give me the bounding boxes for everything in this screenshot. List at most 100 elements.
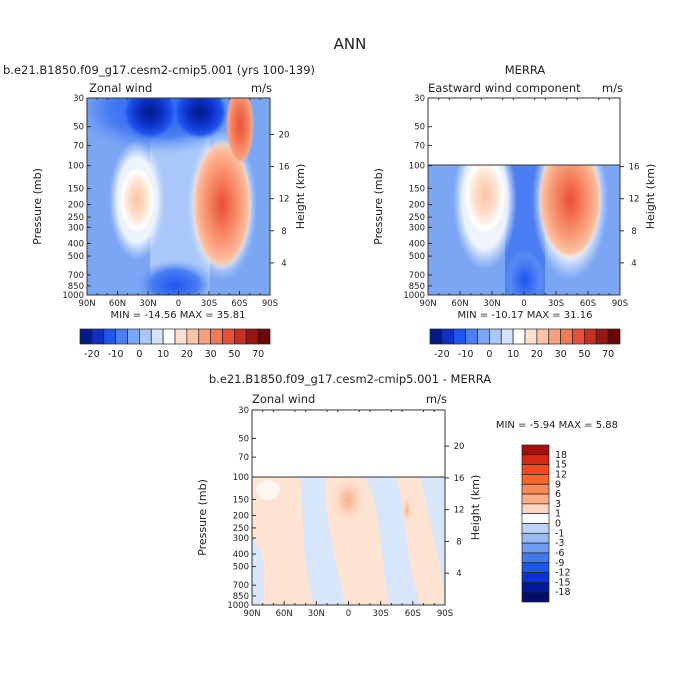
colorbar-swatch [548,328,561,345]
colorbar-label: 0 [136,349,142,360]
y-axis-label: Pressure (mb) [372,168,385,245]
x-tick-label: 0 [521,299,526,309]
y-tick-label: 1000 [403,291,425,301]
y-tick-label: 300 [233,534,249,544]
colorbar-swatch [186,328,200,345]
x-tick-label: 30S [548,299,564,309]
colorbar-swatch [584,328,597,345]
colorbar-label: -15 [555,577,571,588]
y-tick-label: 400 [68,240,84,250]
colorbar-swatch [115,328,128,345]
x-tick-label: 60N [276,609,293,619]
colorbar-swatch [234,328,247,345]
colorbar-label: 9 [555,479,561,490]
field-blue-polar [420,477,445,600]
colorbar-swatch [174,328,188,345]
colorbar-label: 50 [578,349,590,360]
colorbar-label: -20 [434,349,450,360]
colorbar-swatch [139,328,152,345]
x-tick-label: 0 [176,299,181,309]
y-tick-label: 100 [409,162,425,172]
panel-diff-axes: 305070100150200250300400500700850100090N… [196,406,482,619]
panel-diff-left-label: Zonal wind [252,392,315,406]
colorbar-swatch [521,513,550,524]
y-tick-label: 700 [233,581,249,591]
colorbar-swatch [512,328,526,345]
y-tick-label: 700 [409,271,425,281]
colorbar-label: 18 [555,450,567,461]
colorbar-swatch [521,483,550,495]
field-north-jet [461,165,509,240]
y-tick-label: 300 [409,223,425,233]
panel-model-stats: MIN = -14.56 MAX = 35.81 [111,310,246,321]
colorbar-swatch [477,328,490,345]
y-axis-label: Pressure (mb) [196,479,209,556]
x-tick-label: 60N [451,299,468,309]
colorbar-swatch [429,328,443,345]
colorbar-label: 0 [555,519,561,530]
y2-tick-label: 16 [279,163,290,173]
colorbar-label: 30 [555,349,567,360]
colorbar-swatch [198,328,211,345]
colorbar-label: 30 [205,349,217,360]
y-tick-label: 500 [409,252,425,262]
colorbar-swatch [607,328,621,345]
field-blue-south [365,477,420,605]
colorbar-swatch [441,328,455,345]
colorbar-swatch [521,542,550,554]
y-tick-label: 850 [409,282,425,292]
colorbar-swatch [521,474,550,485]
colorbar-swatch [245,328,259,345]
field-polar-jet [226,98,254,165]
colorbar-label: -12 [555,568,571,579]
y-axis-label: Pressure (mb) [31,168,44,245]
panel-model: b.e21.B1850.f09_g17.cesm2-cmip5.001 (yrs… [3,63,315,321]
y2-tick-label: 12 [279,195,290,205]
colorbar-swatch [521,464,550,475]
x-tick-label: 30N [308,609,325,619]
y2-tick-label: 8 [631,227,636,237]
y-tick-label: 200 [68,201,84,211]
y-tick-label: 200 [409,201,425,211]
y-tick-label: 150 [409,184,425,194]
colorbar-label: 20 [181,349,193,360]
colorbar-absolute-right: -20 -10 0 10 20 30 50 70 [429,328,621,360]
y2-tick-label: 20 [279,130,290,140]
colorbar-label: -1 [555,528,564,539]
colorbar-swatch [500,328,514,345]
y2-tick-label: 4 [631,259,636,269]
y-tick-label: 400 [233,550,249,560]
x-tick-label: 60S [580,299,596,309]
colorbar-swatch [521,503,550,515]
panel-model-units: m/s [251,81,272,95]
y-tick-label: 850 [68,282,84,292]
field-red-core [330,477,366,525]
colorbar-label: 70 [252,349,264,360]
x-tick-label: 90N [243,609,260,619]
field-north-jet [117,162,157,238]
panel-diff-units: m/s [426,392,447,406]
y2-tick-label: 4 [456,569,461,579]
y-tick-label: 70 [414,142,425,152]
field-south-jet [192,140,252,270]
y2-tick-label: 12 [454,506,465,516]
y-tick-label: 250 [409,213,425,223]
y-tick-label: 700 [68,271,84,281]
colorbar-label: 0 [486,349,492,360]
field-easterly-core-a [122,98,178,140]
y-tick-label: 70 [73,142,84,152]
colorbar-swatch [222,328,235,345]
panel-model-axes: 305070100150200250300400500700850100090N… [31,94,307,309]
field-equator-core [505,250,545,295]
colorbar-swatch [79,328,93,345]
colorbar-absolute-left: -20 -10 0 10 20 30 50 70 [79,328,271,360]
y2-axis-label: Height (km) [469,475,482,541]
y-tick-label: 850 [233,592,249,602]
panel-obs: MERRA Eastward wind component m/s 30 50 70… [372,63,657,321]
y-tick-label: 30 [238,406,249,416]
colorbar-label: 6 [555,489,561,500]
x-tick-label: 90S [437,609,453,619]
y2-tick-label: 8 [456,537,461,547]
colorbar-swatch [524,328,538,345]
